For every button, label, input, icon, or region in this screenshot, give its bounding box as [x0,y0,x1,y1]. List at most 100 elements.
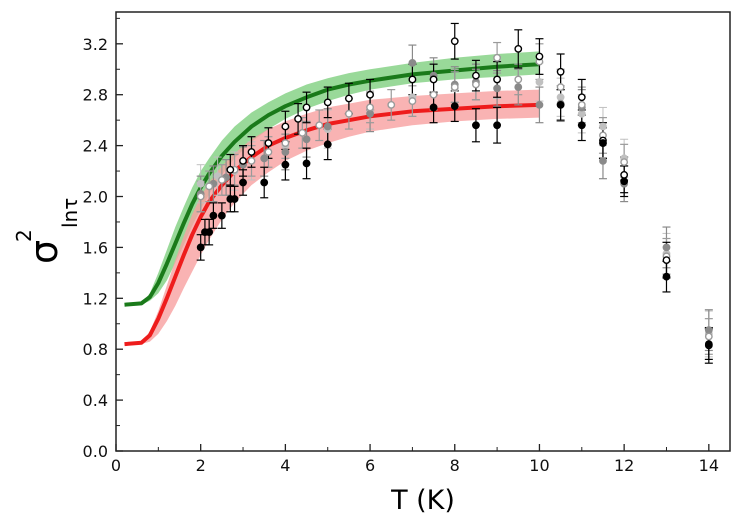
point-2-8 [315,121,324,130]
axis-ticks [115,17,710,452]
point-3-6 [302,135,311,144]
point-1-10 [408,75,417,84]
point-2-14 [450,83,459,91]
point-0-15 [493,121,502,130]
plot-frame [115,11,731,452]
y-axis-symbol: σ [22,240,66,264]
curve-0 [124,62,540,307]
point-2-17 [514,75,523,84]
point-3-4 [260,154,269,163]
point-0-20 [662,272,671,281]
point-0-8 [260,178,269,187]
point-4-0 [196,179,205,188]
point-0-16 [556,100,565,109]
x-tick-label-4: 8 [450,456,460,475]
point-3-14 [514,83,523,91]
point-1-17 [556,67,565,76]
x-tick-label-3: 6 [365,456,375,475]
point-0-11 [323,140,332,149]
point-2-12 [408,97,417,105]
point-0-18 [599,139,607,147]
point-2-10 [366,103,374,112]
point-1-2 [247,148,256,156]
point-0-21 [704,340,713,349]
point-2-7 [298,128,307,137]
point-3-13 [493,84,502,93]
point-1-3 [264,139,273,147]
point-1-18 [577,93,586,102]
point-0-4 [217,211,226,220]
point-1-14 [493,75,502,84]
point-4-11 [556,93,565,102]
point-2-1 [205,182,214,191]
point-2-5 [264,148,273,156]
y-tick-label-1: 0.4 [83,391,108,410]
point-2-9 [344,109,353,118]
point-3-21 [704,326,713,335]
point-1-13 [472,71,480,80]
point-3-20 [662,243,671,252]
y-tick-label-7: 2.8 [83,86,108,105]
point-1-9 [366,90,374,99]
point-1-1 [239,156,247,165]
point-2-19 [556,83,565,91]
point-1-5 [294,114,302,123]
point-2-11 [387,100,396,109]
y-tick-label-3: 1.2 [83,289,108,308]
point-0-9 [281,160,290,169]
point-1-4 [281,122,290,131]
y-axis-superscript: 2 [12,229,36,242]
y-tick-label-4: 1.6 [83,238,108,257]
band-1 [124,89,540,345]
x-tick-label-6: 12 [614,456,634,475]
point-2-13 [429,90,438,99]
point-0-13 [450,102,459,111]
point-2-22 [620,158,629,167]
x-tick-label-2: 4 [280,456,290,475]
point-3-15 [535,100,544,109]
y-tick-label-0: 0.0 [83,442,108,461]
point-1-6 [302,103,311,112]
y-tick-labels: 0.0 0.4 0.8 1.2 1.6 2.0 2.4 2.8 3.2 [83,35,108,461]
y-axis-title: σ 2 lnτ [12,198,82,264]
point-1-12 [450,37,459,46]
point-0-3 [209,211,218,220]
point-3-5 [281,148,290,156]
point-4-10 [535,78,544,86]
y-tick-label-5: 2.0 [83,188,108,207]
point-1-16 [535,52,544,61]
point-4-13 [599,122,607,131]
point-3-9 [408,58,417,67]
point-2-16 [493,53,502,62]
point-2-0 [196,192,205,201]
y-tick-label-8: 3.2 [83,35,108,54]
point-0-0 [196,243,205,252]
point-1-20 [620,170,629,179]
point-0-14 [472,121,480,130]
point-2-24 [704,332,713,341]
x-axis-title: T (K) [390,485,455,516]
y-axis-subscript: lnτ [58,198,82,228]
point-1-0 [226,165,235,174]
point-1-8 [344,94,353,103]
point-1-11 [429,75,438,84]
point-3-7 [323,122,332,131]
point-3-18 [599,156,607,165]
x-tick-label-1: 2 [196,456,206,475]
data-markers [196,37,713,350]
point-2-4 [247,156,256,165]
y-tick-label-2: 0.8 [83,340,108,359]
point-2-2 [217,176,226,184]
x-tick-label-0: 0 [111,456,121,475]
y-tick-label-6: 2.4 [83,137,108,156]
point-2-15 [472,80,480,89]
point-2-20 [577,100,586,109]
point-1-21 [662,256,671,265]
x-tick-labels: 0 2 4 6 8 10 12 14 [111,456,719,475]
point-1-7 [323,98,332,107]
point-0-10 [302,159,311,168]
point-0-2 [205,228,214,237]
point-0-12 [429,103,438,112]
point-1-15 [514,45,523,53]
